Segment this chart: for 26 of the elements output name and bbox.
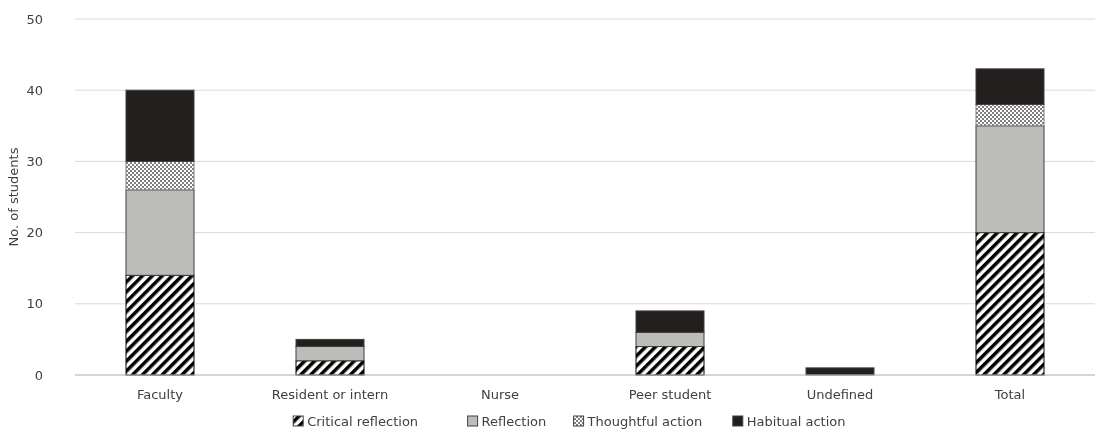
x-tick-label: Undefined: [806, 387, 874, 402]
bar: [125, 274, 195, 376]
legend-label: Thoughtful action: [586, 414, 703, 429]
x-tick-label: Peer student: [628, 387, 712, 402]
bar: [125, 89, 195, 162]
bar: [975, 103, 1045, 127]
bar: [125, 189, 195, 276]
bar: [975, 232, 1045, 376]
y-tick-label: 50: [26, 11, 43, 27]
y-tick-label: 10: [26, 296, 43, 312]
bar: [975, 125, 1045, 234]
x-tick-label: Nurse: [480, 387, 520, 402]
legend-label: Reflection: [481, 414, 547, 429]
bar: [975, 68, 1045, 105]
y-tick-label: 20: [26, 225, 43, 241]
legend-label: Critical reflection: [307, 414, 419, 429]
x-tick-label: Faculty: [136, 387, 184, 402]
x-tick-label: Resident or intern: [271, 387, 389, 402]
bar: [125, 160, 195, 191]
y-tick-label: 0: [34, 367, 43, 383]
x-tick-label: Total: [993, 387, 1026, 402]
y-axis-title: No. of students: [6, 147, 21, 247]
bar: [635, 346, 705, 376]
y-tick-label: 30: [26, 153, 43, 169]
legend-label: Habitual action: [746, 414, 846, 429]
y-tick-label: 40: [26, 82, 43, 98]
